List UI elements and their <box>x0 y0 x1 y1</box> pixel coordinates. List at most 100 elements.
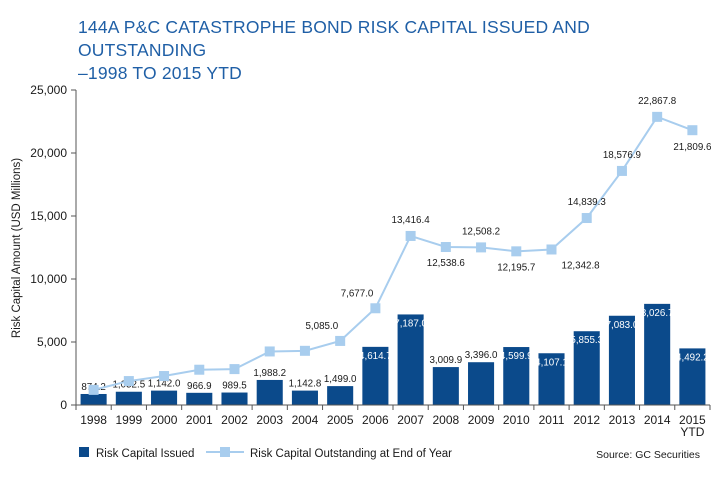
line-data-label: 7,677.0 <box>341 288 374 299</box>
bar-risk-capital-issued <box>221 392 248 405</box>
line-marker-outstanding <box>511 246 522 257</box>
line-marker-outstanding <box>159 371 170 382</box>
bar-data-label: 8,026.7 <box>641 308 674 319</box>
bar-data-label: 4,614.7 <box>359 351 392 362</box>
legend-swatch-bars <box>79 447 89 457</box>
bar-risk-capital-issued <box>644 303 671 405</box>
bar-data-label: 989.5 <box>222 381 247 392</box>
bar-risk-capital-issued <box>186 392 213 405</box>
bar-risk-capital-issued <box>327 386 354 405</box>
x-tick-label: 2003 <box>256 413 283 427</box>
line-marker-outstanding <box>687 125 698 136</box>
line-data-label: 12,508.2 <box>462 226 500 237</box>
legend-label-bars: Risk Capital Issued <box>96 448 194 460</box>
x-tick-label: 2011 <box>539 413 565 427</box>
line-data-label: 5,085.0 <box>305 321 338 332</box>
line-marker-outstanding <box>194 364 205 375</box>
bar-data-label: 966.9 <box>187 381 212 392</box>
bar-risk-capital-issued <box>151 390 178 405</box>
bar-data-label: 3,009.9 <box>429 355 462 366</box>
bar-risk-capital-issued <box>80 393 107 405</box>
line-marker-outstanding <box>652 111 663 122</box>
line-risk-capital-outstanding <box>93 115 693 391</box>
bar-data-label: 4,107.1 <box>535 357 568 368</box>
source-note: Source: GC Securities <box>596 449 700 461</box>
x-tick-label: 2006 <box>362 413 389 427</box>
line-marker-outstanding <box>546 244 557 255</box>
y-tick-label: 10,000 <box>30 272 67 286</box>
bar-risk-capital-issued <box>679 348 706 405</box>
bar-data-label: 3,396.0 <box>465 350 498 361</box>
line-data-label: 14,839.3 <box>568 197 607 208</box>
bar-data-label: 4,599.9 <box>500 351 533 362</box>
line-marker-outstanding <box>476 242 487 253</box>
chart-title-line-2: –1998 TO 2015 YTD <box>78 63 242 83</box>
bar-data-label: 5,855.3 <box>570 335 603 346</box>
y-tick-label: 15,000 <box>30 209 67 223</box>
y-tick-label: 25,000 <box>30 83 67 97</box>
line-marker-outstanding <box>440 242 451 253</box>
x-tick-label: YTD <box>680 425 704 439</box>
line-data-label: 12,195.7 <box>497 262 535 273</box>
bar-risk-capital-issued <box>608 315 635 405</box>
bar-data-label: 1,988.2 <box>253 368 286 379</box>
x-tick-label: 2014 <box>644 413 671 427</box>
line-data-label: 22,867.8 <box>638 96 677 107</box>
y-tick-label: 5,000 <box>37 335 67 349</box>
x-tick-label: 2002 <box>221 413 248 427</box>
bar-risk-capital-issued <box>573 331 600 405</box>
x-tick-label: 2007 <box>397 413 424 427</box>
line-marker-outstanding <box>264 346 275 357</box>
legend: Risk Capital Issued Risk Capital Outstan… <box>79 447 452 460</box>
line-marker-outstanding <box>335 335 346 346</box>
x-tick-label: 2013 <box>609 413 636 427</box>
line-data-label: 13,416.4 <box>392 215 431 226</box>
x-tick-label: 2010 <box>503 413 530 427</box>
x-tick-label: 2004 <box>292 413 319 427</box>
line-marker-outstanding <box>370 303 381 314</box>
line-data-label: 18,576.9 <box>603 150 641 161</box>
bar-data-label: 1,499.0 <box>324 374 357 385</box>
x-tick-label: 2001 <box>186 413 213 427</box>
bar-data-label: 1,142.8 <box>289 379 322 390</box>
chart-title: 144A P&C CATASTROPHE BOND RISK CAPITAL I… <box>78 16 698 85</box>
line-marker-outstanding <box>581 213 592 224</box>
legend-marker-outstanding <box>220 447 230 457</box>
line-data-label: 12,538.6 <box>427 258 466 269</box>
bar-risk-capital-issued <box>538 353 565 405</box>
x-tick-label: 2012 <box>573 413 600 427</box>
line-marker-outstanding <box>229 364 240 375</box>
bar-risk-capital-issued <box>503 347 530 405</box>
bar-risk-capital-issued <box>115 391 142 405</box>
line-marker-outstanding <box>88 384 99 395</box>
bar-data-label: 7,187.0 <box>394 318 427 329</box>
legend-label-line: Risk Capital Outstanding at End of Year <box>250 448 452 460</box>
line-data-label: 12,342.8 <box>562 260 601 271</box>
x-tick-label: 2009 <box>468 413 495 427</box>
bar-risk-capital-issued <box>468 362 495 405</box>
line-marker-outstanding <box>299 345 310 356</box>
x-tick-label: 1998 <box>80 413 107 427</box>
y-tick-label: 0 <box>60 398 67 412</box>
line-marker-outstanding <box>616 165 627 176</box>
x-tick-label: 2015 <box>679 413 706 427</box>
bar-data-label: 4,492.2 <box>676 352 709 363</box>
line-data-label: 21,809.6 <box>673 142 712 153</box>
chart-title-line-1: 144A P&C CATASTROPHE BOND RISK CAPITAL I… <box>78 17 590 60</box>
line-marker-outstanding <box>123 376 134 387</box>
x-tick-label: 2005 <box>327 413 354 427</box>
plot-area: 05,00010,00015,00020,00025,000874.21,052… <box>30 83 712 439</box>
bar-data-label: 7,083.0 <box>606 320 639 331</box>
x-tick-label: 2008 <box>432 413 459 427</box>
bar-risk-capital-issued <box>432 367 459 405</box>
bar-risk-capital-issued <box>256 379 283 405</box>
line-marker-outstanding <box>405 230 416 241</box>
x-tick-label: 2000 <box>151 413 178 427</box>
y-axis-label: Risk Capital Amount (USD Millions) <box>11 158 23 338</box>
bar-data-label: 1,142.0 <box>148 379 181 390</box>
bar-risk-capital-issued <box>291 390 318 405</box>
bar-risk-capital-issued <box>362 346 389 405</box>
y-tick-label: 20,000 <box>30 146 67 160</box>
bar-risk-capital-issued <box>397 314 424 405</box>
